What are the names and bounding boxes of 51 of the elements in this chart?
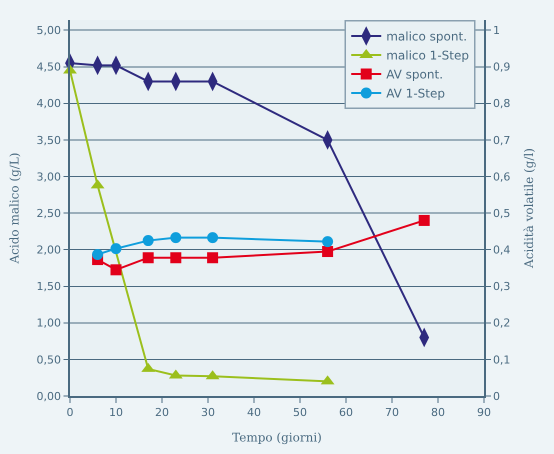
- y2-tick-label: 0,3: [492, 280, 510, 294]
- y2-tick-label: 0,1: [492, 353, 510, 366]
- y-axis-title: Acido malico (g/L): [7, 152, 22, 264]
- y2-axis-title: Acidità volatile (g/l): [522, 148, 536, 269]
- y2-tick-label: 0,6: [492, 170, 510, 184]
- y2-tick-label: 0,9: [492, 60, 510, 74]
- y2-tick-label: 0,8: [492, 97, 510, 110]
- y2-tick-label: 0,7: [492, 134, 510, 147]
- point: [170, 232, 182, 244]
- y2-tick-label: 1: [492, 24, 500, 38]
- x-tick-label: 90: [477, 406, 491, 419]
- y-tick-label: 2,00: [36, 244, 62, 257]
- point: [207, 232, 218, 244]
- point: [207, 252, 218, 264]
- y-tick-label: 0,00: [36, 390, 62, 403]
- y2-tick-label: 0,5: [492, 206, 510, 220]
- x-tick-label: 40: [247, 406, 261, 419]
- point: [110, 243, 122, 254]
- y-tick-label: 3,50: [36, 134, 62, 147]
- y-tick-label: 5,00: [36, 24, 62, 38]
- y-tick-label: 4,50: [36, 60, 62, 74]
- point: [142, 252, 154, 264]
- y-tick-label: 2,50: [36, 206, 62, 220]
- x-tick-label: 30: [201, 406, 215, 419]
- y-tick-label: 3,00: [36, 170, 62, 184]
- y-tick-label: 1,50: [36, 280, 62, 294]
- y2-tick-label: 0,4: [492, 244, 510, 257]
- legend-label: AV spont.: [386, 68, 444, 82]
- point: [110, 264, 122, 276]
- legend-label: malico spont.: [386, 30, 468, 44]
- y-tick-label: 4,00: [36, 97, 62, 110]
- point: [322, 246, 334, 258]
- point: [418, 214, 430, 226]
- x-tick-label: 20: [155, 406, 169, 419]
- y2-tick-label: 0,2: [492, 316, 510, 330]
- x-tick-label: 0: [66, 406, 74, 419]
- point: [170, 252, 182, 264]
- legend-label: malico 1-Step: [386, 48, 469, 63]
- point: [142, 235, 154, 246]
- x-axis-title: Tempo (giorni): [232, 430, 322, 444]
- point: [92, 248, 104, 260]
- point: [322, 236, 334, 248]
- y-tick-label: 1,00: [36, 316, 62, 330]
- x-tick-label: 60: [339, 406, 353, 419]
- x-tick-label: 80: [431, 406, 445, 419]
- x-tick-label: 70: [385, 406, 399, 419]
- y2-tick-label: 0: [492, 390, 500, 403]
- y-tick-label: 0,50: [36, 353, 62, 366]
- x-tick-label: 50: [293, 406, 307, 419]
- legend-label: AV 1-Step: [386, 86, 445, 101]
- x-tick-label: 10: [109, 406, 123, 419]
